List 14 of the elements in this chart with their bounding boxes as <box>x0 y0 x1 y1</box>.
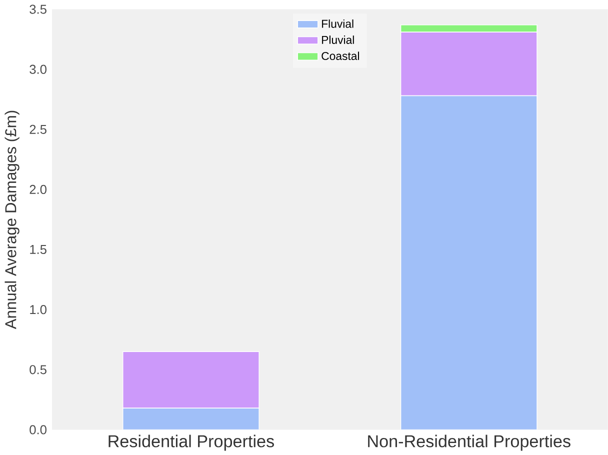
legend-label: Pluvial <box>322 35 354 44</box>
y-tick-label: 3.5 <box>30 4 46 14</box>
y-axis-title: Annual Average Damages (£m) <box>4 110 20 329</box>
y-tick-label: 2.5 <box>30 124 46 134</box>
y-tick-label: 0.5 <box>30 364 46 374</box>
y-tick-label: 3.0 <box>30 64 46 74</box>
legend-label: Fluvial <box>322 19 354 28</box>
y-tick-label: 1.5 <box>30 244 46 254</box>
legend-label: Coastal <box>322 51 359 60</box>
x-tick-label: Non-Residential Properties <box>368 434 570 450</box>
x-tick-label: Residential Properties <box>108 434 274 450</box>
y-tick-label: 1.0 <box>30 304 46 314</box>
y-tick-label: 0.0 <box>30 424 46 434</box>
y-tick-label: 2.0 <box>30 184 46 194</box>
